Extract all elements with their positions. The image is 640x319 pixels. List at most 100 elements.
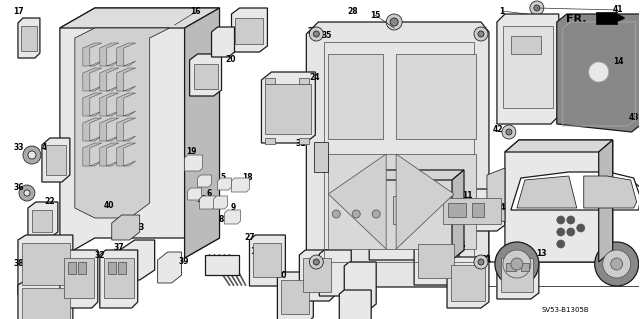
Bar	[511, 36, 541, 54]
Bar	[118, 262, 125, 274]
Circle shape	[19, 185, 35, 201]
Circle shape	[511, 258, 523, 270]
Text: 41: 41	[612, 5, 623, 14]
Circle shape	[314, 259, 319, 265]
Circle shape	[495, 242, 539, 286]
Polygon shape	[100, 250, 138, 308]
Polygon shape	[116, 143, 136, 166]
Circle shape	[309, 255, 323, 269]
Text: 35: 35	[321, 32, 332, 41]
Circle shape	[506, 129, 512, 135]
Text: 12: 12	[250, 248, 260, 256]
Bar	[205, 255, 239, 275]
Polygon shape	[300, 250, 335, 301]
Polygon shape	[116, 118, 136, 141]
Circle shape	[314, 31, 319, 37]
Text: 16: 16	[190, 8, 201, 17]
Polygon shape	[157, 252, 182, 283]
Text: 42: 42	[493, 125, 503, 135]
Polygon shape	[100, 43, 119, 66]
Text: 27: 27	[244, 233, 255, 241]
Bar	[324, 42, 474, 262]
Text: 33: 33	[13, 143, 24, 152]
Polygon shape	[28, 202, 58, 238]
Polygon shape	[344, 262, 376, 308]
Text: 2: 2	[542, 194, 547, 203]
Bar	[22, 243, 70, 285]
Circle shape	[595, 242, 639, 286]
Text: 15: 15	[370, 11, 380, 19]
Text: 23: 23	[616, 183, 627, 192]
Polygon shape	[116, 43, 136, 66]
Text: 37: 37	[113, 242, 124, 251]
Circle shape	[364, 192, 370, 198]
Text: 31: 31	[295, 138, 306, 147]
Polygon shape	[75, 28, 170, 218]
Text: 17: 17	[13, 6, 24, 16]
Circle shape	[28, 151, 36, 159]
Circle shape	[611, 258, 623, 270]
Bar	[236, 18, 264, 44]
Circle shape	[478, 31, 484, 37]
Polygon shape	[598, 140, 612, 262]
Polygon shape	[339, 290, 371, 319]
Polygon shape	[83, 143, 102, 166]
Text: 22: 22	[45, 197, 55, 206]
Polygon shape	[100, 118, 119, 141]
Text: 43: 43	[628, 114, 639, 122]
Circle shape	[474, 27, 488, 41]
Polygon shape	[83, 118, 102, 141]
Circle shape	[603, 250, 630, 278]
Text: 6: 6	[207, 189, 212, 197]
Circle shape	[557, 240, 564, 248]
Bar	[451, 265, 485, 301]
Polygon shape	[517, 176, 577, 208]
Text: 39: 39	[179, 257, 189, 266]
Circle shape	[332, 210, 340, 218]
Bar	[393, 196, 421, 224]
Text: 21: 21	[482, 256, 492, 264]
Polygon shape	[60, 250, 98, 308]
Polygon shape	[116, 93, 136, 116]
Text: 29: 29	[307, 27, 317, 36]
Circle shape	[319, 32, 335, 48]
Circle shape	[129, 250, 145, 266]
Polygon shape	[83, 43, 102, 66]
Text: 9: 9	[231, 203, 236, 211]
Bar	[64, 258, 94, 298]
Circle shape	[360, 188, 374, 202]
Bar	[68, 262, 76, 274]
Text: 25: 25	[422, 183, 432, 192]
Text: 20: 20	[225, 56, 236, 64]
Polygon shape	[83, 68, 102, 91]
Polygon shape	[100, 68, 119, 91]
Bar	[418, 244, 454, 278]
Polygon shape	[200, 196, 216, 209]
Polygon shape	[18, 235, 73, 295]
Text: 26: 26	[456, 241, 467, 249]
Polygon shape	[18, 280, 73, 319]
Bar	[104, 258, 134, 298]
Bar	[32, 210, 52, 232]
Bar	[22, 288, 70, 319]
Text: 7: 7	[244, 179, 250, 188]
Circle shape	[534, 5, 540, 11]
Polygon shape	[189, 54, 221, 96]
Circle shape	[490, 208, 504, 222]
Circle shape	[352, 210, 360, 218]
Bar	[300, 78, 309, 84]
Polygon shape	[497, 249, 539, 299]
Polygon shape	[389, 187, 425, 231]
Text: 11: 11	[461, 190, 472, 199]
Text: 19: 19	[186, 147, 197, 157]
Polygon shape	[116, 68, 136, 91]
Polygon shape	[188, 188, 202, 200]
Circle shape	[323, 36, 332, 44]
Polygon shape	[100, 143, 119, 166]
Circle shape	[309, 27, 323, 41]
Bar	[21, 26, 37, 51]
Bar	[448, 203, 466, 217]
Circle shape	[390, 18, 398, 26]
Bar	[472, 203, 484, 217]
Circle shape	[502, 125, 516, 139]
